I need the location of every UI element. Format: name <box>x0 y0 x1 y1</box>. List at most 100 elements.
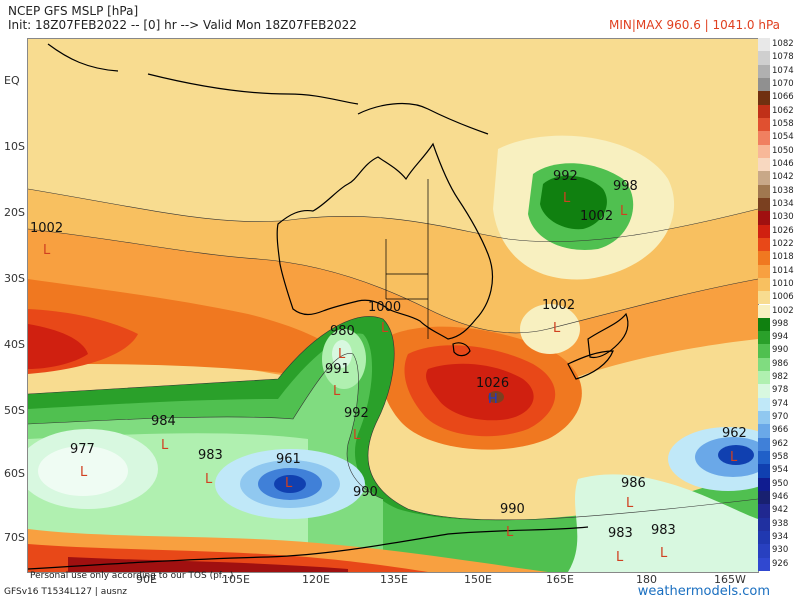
legend-label: 1038 <box>772 185 794 196</box>
se-light-region <box>568 474 758 572</box>
mslp-map-svg: 1002 977 984 983 961 980 991 992 990 100… <box>28 39 758 572</box>
legend-label: 1050 <box>772 145 794 156</box>
state-borders <box>385 179 429 339</box>
legend-swatch <box>758 251 770 265</box>
lat-label-50s: 50S <box>4 404 25 417</box>
ne-low-inner <box>540 175 607 230</box>
legend-label: 1042 <box>772 172 794 183</box>
legend-swatch <box>758 357 770 372</box>
legend-label: 1022 <box>772 238 794 249</box>
australia-coastline <box>276 142 494 340</box>
tasmania-coastline <box>452 342 471 357</box>
legend-label: 994 <box>772 332 789 343</box>
low-961-core <box>274 475 306 493</box>
pressure-label: 992 <box>553 169 578 184</box>
pressure-label: 1002 <box>30 221 63 236</box>
legend-swatch <box>758 477 770 492</box>
legend-swatch <box>758 384 770 398</box>
low-977-inner <box>38 446 128 496</box>
site-link[interactable]: weathermodels.com <box>637 584 770 599</box>
legend-row: 1050 <box>758 144 798 158</box>
low-marker: L <box>333 384 341 399</box>
pressure-label: 990 <box>500 502 525 517</box>
legend-row: 1058 <box>758 117 798 132</box>
legend-row: 990 <box>758 344 798 358</box>
legend-label: 962 <box>772 438 789 449</box>
legend-row: 970 <box>758 411 798 425</box>
legend-label: 974 <box>772 398 789 409</box>
isobar-1014 <box>28 228 758 334</box>
legend-swatch <box>758 91 770 105</box>
legend-label: 978 <box>772 385 789 396</box>
lat-label-40s: 40S <box>4 338 25 351</box>
legend-row: 974 <box>758 397 798 412</box>
legend-label: 1082 <box>772 39 794 49</box>
legend-label: 1006 <box>772 292 794 303</box>
min-max-pressure: MIN|MAX 960.6 | 1041.0 hPa <box>609 18 780 32</box>
lon-label-165e: 165E <box>546 573 574 586</box>
band-1026-west <box>28 324 88 369</box>
isobar-994 <box>28 316 758 521</box>
legend-row: 938 <box>758 517 798 531</box>
isobar-1010 <box>28 188 758 242</box>
legend-swatch <box>758 291 770 305</box>
legend-label: 938 <box>772 518 789 529</box>
legend-row: 1006 <box>758 291 798 305</box>
lon-label-120e: 120E <box>302 573 330 586</box>
legend-label: 1066 <box>772 92 794 103</box>
tasman-high-core <box>488 391 504 403</box>
legend-label: 1014 <box>772 265 794 276</box>
legend-label: 942 <box>772 505 789 516</box>
legend-swatch <box>758 144 770 158</box>
pressure-label: 983 <box>608 526 633 541</box>
legend-swatch <box>758 117 770 132</box>
legend-swatch <box>758 38 770 52</box>
pressure-label: 991 <box>325 362 350 377</box>
legend-row: 962 <box>758 437 798 452</box>
legend-row: 1082 <box>758 38 798 52</box>
legend-row: 950 <box>758 477 798 492</box>
pressure-label: 983 <box>651 523 676 538</box>
low-marker: L <box>506 525 514 540</box>
lon-label-105e: 105E <box>222 573 250 586</box>
pressure-label: 984 <box>151 414 176 429</box>
legend-swatch <box>758 64 770 78</box>
model-info: GFSv16 T1534L127 | ausnz <box>4 587 128 597</box>
legend-swatch <box>758 544 770 558</box>
low-marker: L <box>353 428 361 443</box>
legend-swatch <box>758 77 770 92</box>
legend-label: 950 <box>772 478 789 489</box>
legend-row: 1054 <box>758 131 798 145</box>
legend-swatch <box>758 131 770 145</box>
legend-swatch <box>758 517 770 531</box>
new-guinea-coastline <box>357 103 489 135</box>
legend-label: 930 <box>772 545 789 556</box>
low-marker: L <box>660 546 668 561</box>
legend-row: 1002 <box>758 304 798 318</box>
low-marker: L <box>626 496 634 511</box>
legend-row: 1014 <box>758 264 798 278</box>
mslp-map: 1002 977 984 983 961 980 991 992 990 100… <box>27 38 759 573</box>
legend-row: 982 <box>758 371 798 385</box>
legend-label: 1034 <box>772 198 794 209</box>
pressure-label: 992 <box>344 406 369 421</box>
legend-label: 1074 <box>772 65 794 76</box>
legend-row: 1038 <box>758 184 798 198</box>
east-low-1002 <box>520 304 580 354</box>
lat-label-20s: 20S <box>4 206 25 219</box>
low-marker: L <box>563 191 571 206</box>
lat-label-eq: EQ <box>4 74 20 87</box>
legend-swatch <box>758 344 770 358</box>
legend-swatch <box>758 451 770 465</box>
low-962-core <box>718 445 754 465</box>
low-marker: L <box>553 321 561 336</box>
legend-swatch <box>758 317 770 332</box>
legend-label: 970 <box>772 412 789 423</box>
antarctica-coastline <box>28 526 589 570</box>
legend-label: 934 <box>772 532 789 543</box>
legend-swatch <box>758 424 770 438</box>
pressure-label: 1026 <box>476 376 509 391</box>
pressure-label: 1000 <box>368 300 401 315</box>
low-marker: L <box>161 438 169 453</box>
legend-label: 1062 <box>772 105 794 116</box>
